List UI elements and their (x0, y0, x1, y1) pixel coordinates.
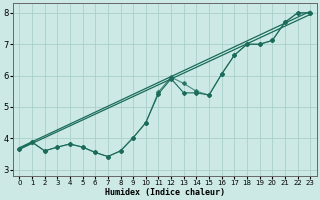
X-axis label: Humidex (Indice chaleur): Humidex (Indice chaleur) (105, 188, 225, 197)
